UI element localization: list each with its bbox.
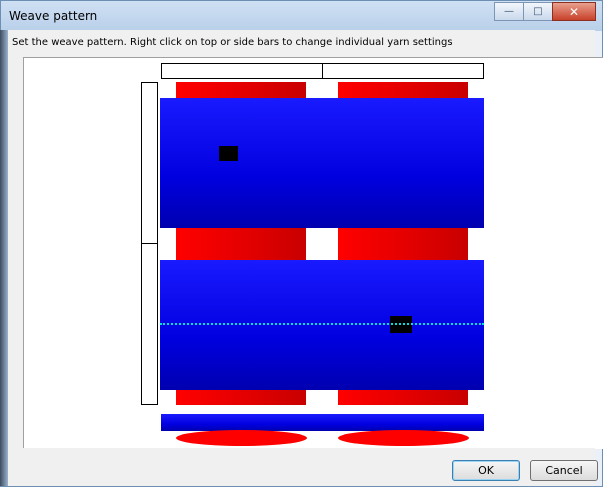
title-bar[interactable]: Weave pattern — □ ✕ <box>1 1 602 31</box>
window-controls: — □ ✕ <box>494 2 596 21</box>
ok-button[interactable]: OK <box>452 460 520 481</box>
maximize-icon: □ <box>533 5 543 17</box>
warp-yarn-1-segment <box>176 82 306 98</box>
selection-guide-line <box>160 323 484 325</box>
weft-yarn-2[interactable] <box>160 260 484 390</box>
instruction-text: Set the weave pattern. Right click on to… <box>12 37 453 48</box>
warp-cross-section-2 <box>338 430 469 446</box>
warp-yarn-2-segment <box>338 389 468 405</box>
minimize-button[interactable]: — <box>494 2 524 21</box>
warp-yarn-1-segment <box>176 389 306 405</box>
side-weft-bar-1[interactable] <box>141 82 158 244</box>
maximize-button[interactable]: □ <box>523 2 553 21</box>
window-title: Weave pattern <box>9 9 98 23</box>
cancel-button[interactable]: Cancel <box>530 460 598 481</box>
warp-yarn-2-segment <box>338 82 468 98</box>
warp-yarn-1-segment <box>176 228 306 260</box>
close-icon: ✕ <box>568 4 580 19</box>
background-edge <box>0 30 8 486</box>
warp-cross-section-1 <box>176 430 307 446</box>
weft-preview-bar <box>161 414 484 431</box>
side-weft-bar-2[interactable] <box>141 243 158 405</box>
top-warp-bar-2[interactable] <box>322 63 484 79</box>
minimize-icon: — <box>504 5 514 17</box>
warp-yarn-2-segment <box>338 228 468 260</box>
close-button[interactable]: ✕ <box>552 2 596 21</box>
top-warp-bar-1[interactable] <box>161 63 323 79</box>
interlace-marker[interactable] <box>219 146 238 161</box>
weft-yarn-1[interactable] <box>160 98 484 228</box>
